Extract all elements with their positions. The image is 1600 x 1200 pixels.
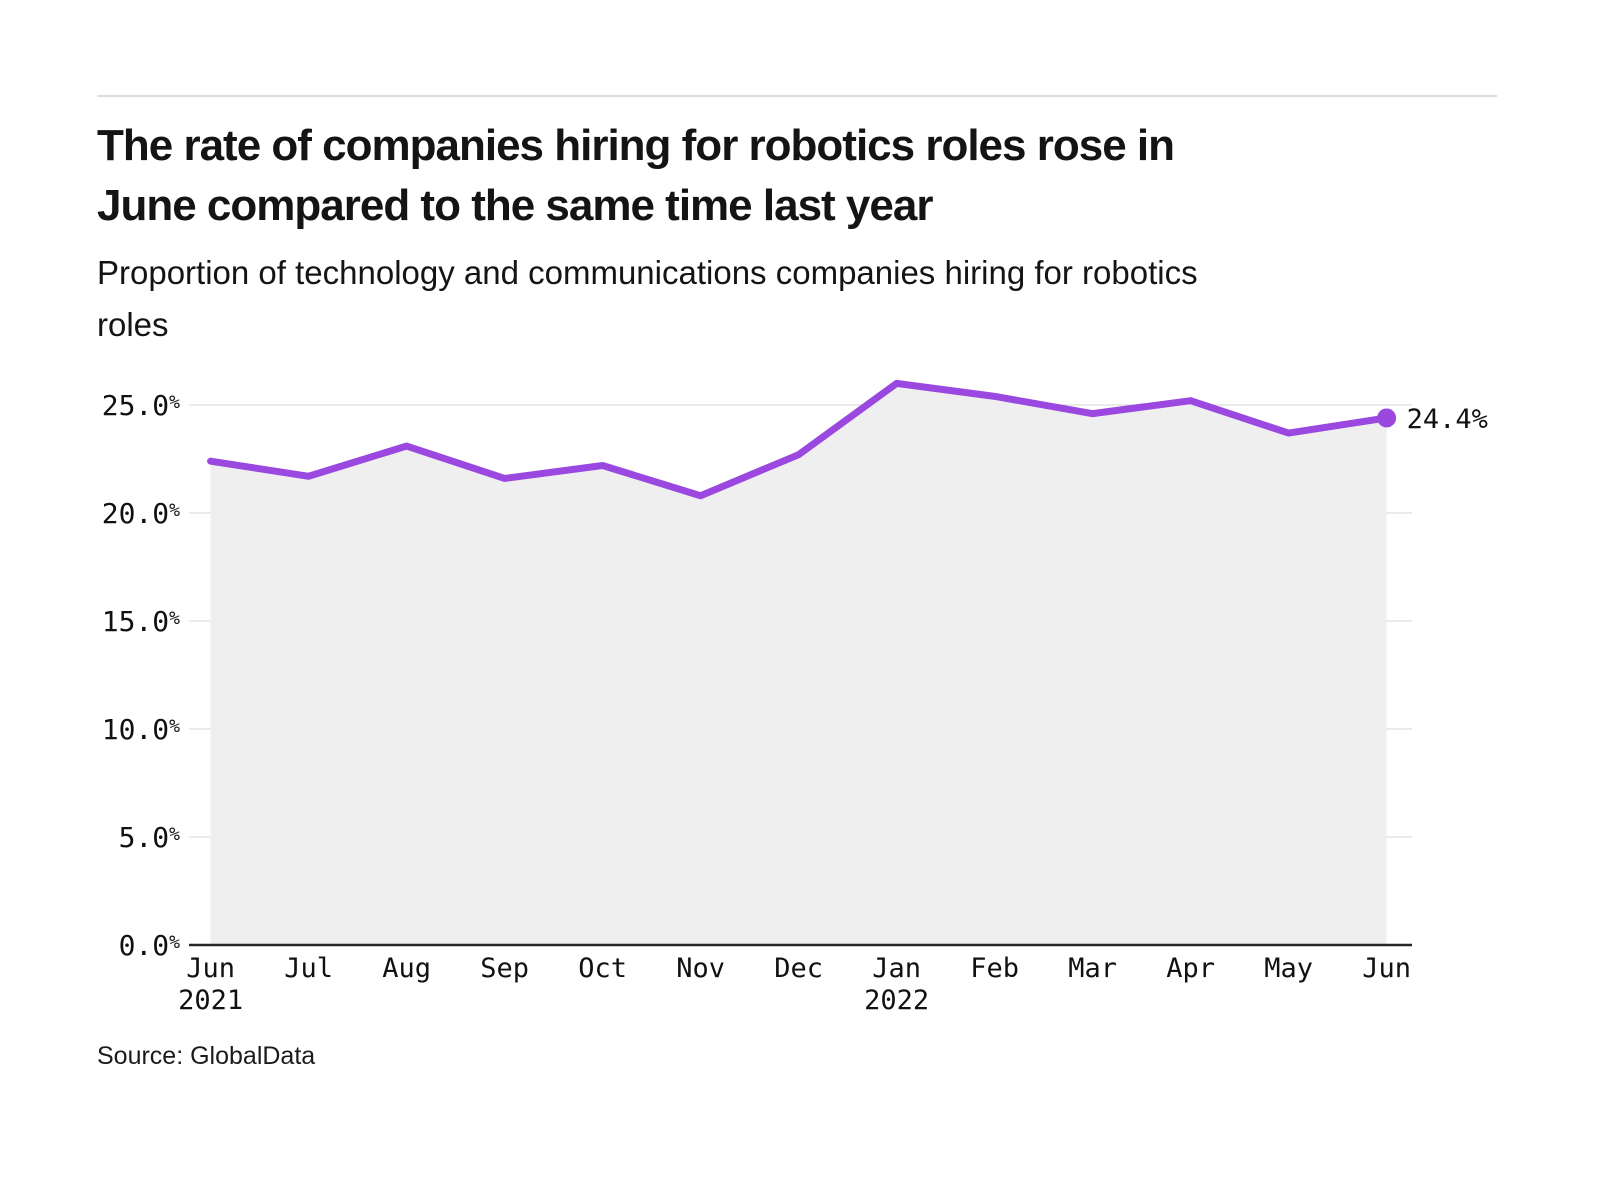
x-tick-label: Jun [186, 953, 235, 984]
y-tick-label: 20.0% [102, 497, 180, 530]
x-tick-label: Oct [578, 953, 627, 984]
top-divider-rule [97, 95, 1497, 97]
x-tick-label: Mar [1068, 953, 1117, 984]
chart-svg: 24.4% 0.0% 5.0% 10.0% 15.0% 20.0% 25.0% Jun Jul A… [102, 379, 1488, 1016]
y-tick-label: 25.0% [102, 389, 180, 422]
page-title-line-2: June compared to the same time last year [97, 181, 933, 230]
y-tick-label: 5.0% [119, 821, 181, 854]
chart: 24.4% 0.0% 5.0% 10.0% 15.0% 20.0% 25.0% Jun Jul A… [0, 352, 1600, 1022]
y-tick-label: 0.0% [119, 929, 181, 962]
page-subtitle-line-2: roles [97, 306, 169, 343]
x-tick-label: Aug [382, 953, 431, 984]
y-tick-label: 15.0% [102, 605, 180, 638]
area-fill [210, 383, 1387, 945]
page-subtitle-line-1: Proportion of technology and communicati… [97, 254, 1198, 291]
x-tick-label: Jun [1362, 953, 1411, 984]
end-point-dot [1377, 408, 1397, 428]
x-tick-label: Feb [970, 953, 1019, 984]
x-tick-label: Jan [872, 953, 921, 984]
end-value-label: 24.4% [1407, 404, 1488, 435]
x-tick-label: May [1264, 953, 1313, 984]
x-tick-label: Nov [676, 953, 725, 984]
page-title: The rate of companies hiring for robotic… [97, 116, 1175, 236]
data-line [207, 379, 1391, 500]
y-tick-label: 10.0% [102, 713, 180, 746]
x-tick-year-label: 2021 [178, 985, 243, 1016]
x-tick-label: Jul [284, 953, 333, 984]
page-title-line-1: The rate of companies hiring for robotic… [97, 121, 1175, 170]
x-tick-label: Dec [774, 953, 823, 984]
x-tick-label: Apr [1166, 953, 1215, 984]
source-note: Source: GlobalData [97, 1042, 316, 1070]
x-tick-label: Sep [480, 953, 529, 984]
x-tick-year-label: 2022 [864, 985, 929, 1016]
page-subtitle: Proportion of technology and communicati… [97, 247, 1198, 351]
